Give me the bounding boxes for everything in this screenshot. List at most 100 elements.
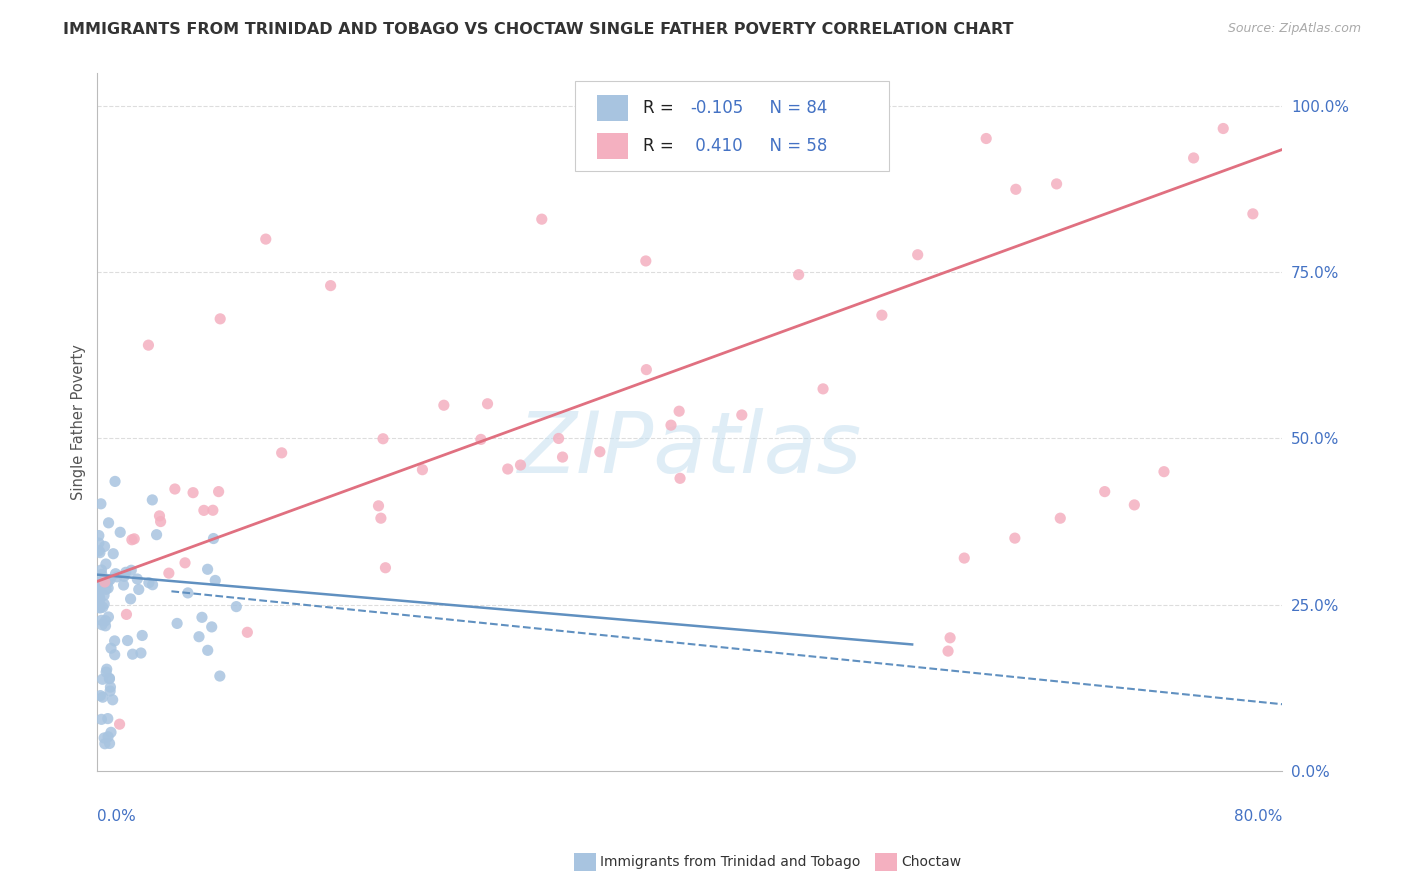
- Text: Choctaw: Choctaw: [901, 855, 962, 869]
- Point: [93, 597, 115, 611]
- Point: [98, 672, 121, 686]
- Point: [166, 616, 188, 631]
- Point: [659, 418, 682, 433]
- Point: [87, 543, 110, 558]
- Point: [98, 573, 121, 587]
- Point: [939, 631, 962, 645]
- Point: [112, 578, 135, 592]
- Point: [530, 212, 553, 227]
- Point: [104, 648, 127, 662]
- Point: [1182, 151, 1205, 165]
- Point: [127, 572, 149, 586]
- Point: [90, 563, 112, 577]
- Point: [207, 484, 229, 499]
- Point: [974, 131, 997, 145]
- Point: [96, 662, 118, 676]
- Point: [204, 574, 226, 588]
- Text: R =: R =: [643, 136, 679, 155]
- Point: [177, 586, 200, 600]
- Point: [1045, 177, 1067, 191]
- Point: [87, 592, 110, 607]
- Point: [89, 600, 111, 615]
- Point: [668, 404, 690, 418]
- Point: [91, 673, 114, 687]
- Point: [145, 527, 167, 541]
- Point: [94, 557, 117, 571]
- Point: [131, 628, 153, 642]
- Text: 0.0%: 0.0%: [97, 809, 136, 824]
- Point: [149, 515, 172, 529]
- Point: [90, 712, 112, 726]
- Point: [254, 232, 277, 246]
- Point: [87, 595, 110, 609]
- Point: [1004, 531, 1026, 545]
- Point: [188, 630, 211, 644]
- Point: [120, 563, 142, 577]
- Point: [89, 591, 111, 605]
- Point: [128, 582, 150, 597]
- Point: [370, 511, 392, 525]
- Text: ZIPatlas: ZIPatlas: [517, 409, 862, 491]
- Point: [138, 338, 160, 352]
- Point: [98, 672, 121, 686]
- Point: [201, 503, 224, 517]
- Point: [371, 432, 394, 446]
- Point: [191, 610, 214, 624]
- Point: [129, 646, 152, 660]
- Point: [114, 566, 136, 580]
- Point: [94, 737, 117, 751]
- Point: [97, 610, 120, 624]
- Point: [93, 731, 115, 745]
- Point: [100, 725, 122, 739]
- Text: Immigrants from Trinidad and Tobago: Immigrants from Trinidad and Tobago: [600, 855, 860, 869]
- Point: [89, 579, 111, 593]
- Point: [1004, 182, 1026, 196]
- Point: [1049, 511, 1071, 525]
- Point: [108, 525, 131, 540]
- Point: [209, 311, 232, 326]
- Point: [953, 551, 976, 566]
- Point: [104, 566, 127, 581]
- Text: Source: ZipAtlas.com: Source: ZipAtlas.com: [1227, 22, 1361, 36]
- Point: [121, 533, 143, 547]
- Point: [787, 268, 810, 282]
- Point: [202, 532, 225, 546]
- Point: [236, 625, 259, 640]
- Point: [93, 540, 115, 554]
- Point: [547, 432, 569, 446]
- FancyBboxPatch shape: [575, 81, 889, 170]
- Point: [163, 482, 186, 496]
- Point: [104, 475, 127, 489]
- Point: [96, 665, 118, 679]
- Point: [94, 574, 117, 589]
- Point: [634, 254, 657, 268]
- Point: [551, 450, 574, 464]
- Point: [477, 397, 499, 411]
- Point: [91, 600, 114, 615]
- Point: [100, 680, 122, 694]
- Point: [97, 575, 120, 590]
- Point: [811, 382, 834, 396]
- Point: [636, 362, 658, 376]
- Point: [138, 575, 160, 590]
- Text: N = 58: N = 58: [759, 136, 827, 155]
- Point: [731, 408, 754, 422]
- Point: [589, 444, 612, 458]
- Point: [89, 689, 111, 703]
- Point: [91, 617, 114, 632]
- FancyBboxPatch shape: [598, 95, 628, 121]
- Point: [433, 398, 456, 412]
- Point: [87, 588, 110, 602]
- Point: [141, 492, 163, 507]
- Point: [112, 569, 135, 583]
- Point: [148, 508, 170, 523]
- Point: [907, 248, 929, 262]
- Point: [174, 556, 197, 570]
- Point: [470, 433, 492, 447]
- Point: [105, 570, 128, 584]
- Point: [104, 634, 127, 648]
- Point: [87, 528, 110, 542]
- Point: [98, 736, 121, 750]
- Point: [90, 497, 112, 511]
- Point: [669, 471, 692, 485]
